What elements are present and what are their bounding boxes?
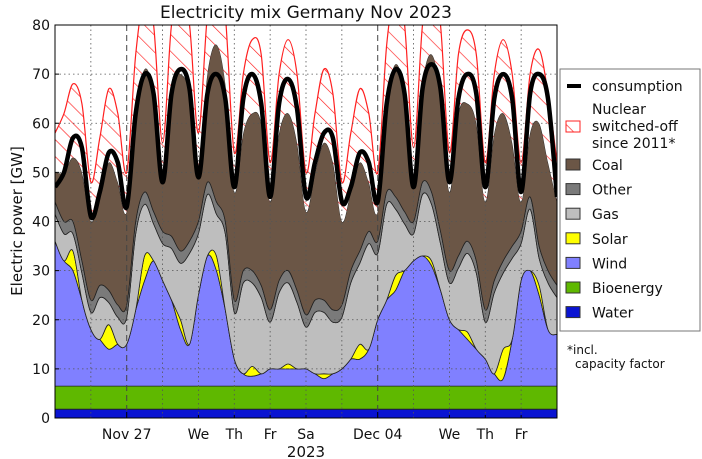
y-tick-label: 0 <box>41 411 50 427</box>
legend-label-water: Water <box>592 306 634 322</box>
legend-label-nuclear-3: since 2011* <box>592 136 675 152</box>
legend-label-wind: Wind <box>592 256 627 272</box>
x-axis-label: 2023 <box>287 443 325 459</box>
legend-swatch-nuclear <box>565 120 581 133</box>
legend-label-consumption: consumption <box>592 79 683 95</box>
legend-swatch-other <box>565 183 581 196</box>
legend-label-gas: Gas <box>592 207 619 223</box>
y-tick-label: 30 <box>32 264 50 280</box>
legend-label-other: Other <box>592 183 632 199</box>
y-axis-label: Electric power [GW] <box>8 146 26 296</box>
y-tick-label: 70 <box>32 67 50 83</box>
legend-label-nuclear-2: switched-off <box>592 119 678 135</box>
y-tick-label: 40 <box>32 215 50 231</box>
legend-swatch-bioenergy <box>565 281 581 294</box>
consumption-line <box>55 62 557 221</box>
y-tick-label: 80 <box>32 18 50 34</box>
legend: consumption Nuclear switched-off since 2… <box>559 68 701 332</box>
x-tick-label: Fr <box>264 427 277 443</box>
y-tick-label: 10 <box>32 362 50 378</box>
legend-swatch-water <box>565 306 581 319</box>
nuclear-outline <box>55 25 557 184</box>
chart-title: Electricity mix Germany Nov 2023 <box>160 3 452 23</box>
legend-label-coal: Coal <box>592 158 623 174</box>
x-tick-label: We <box>439 427 461 443</box>
legend-label-nuclear-1: Nuclear <box>592 102 646 118</box>
x-tick-label: We <box>188 427 210 443</box>
footnote-line-2: capacity factor <box>575 357 665 371</box>
x-tick-label: Nov 27 <box>102 427 152 443</box>
area-coal <box>55 44 557 316</box>
y-tick-label: 50 <box>32 165 50 181</box>
y-tick-label: 20 <box>32 313 50 329</box>
footnote-line-1: *incl. <box>567 343 598 357</box>
x-tick-label: Th <box>476 427 494 443</box>
x-tick-label: Fr <box>515 427 528 443</box>
x-tick-label: Dec 04 <box>353 427 402 443</box>
legend-label-solar: Solar <box>592 232 628 248</box>
legend-swatch-wind <box>565 256 581 269</box>
legend-swatch-solar <box>565 232 581 245</box>
x-tick-label: Th <box>225 427 243 443</box>
legend-swatch-coal <box>565 158 581 171</box>
legend-swatch-gas <box>565 207 581 220</box>
x-tick-label: Sa <box>297 427 314 443</box>
legend-swatch-consumption <box>567 84 581 88</box>
y-tick-label: 60 <box>32 116 50 132</box>
legend-label-bioenergy: Bioenergy <box>592 281 663 297</box>
